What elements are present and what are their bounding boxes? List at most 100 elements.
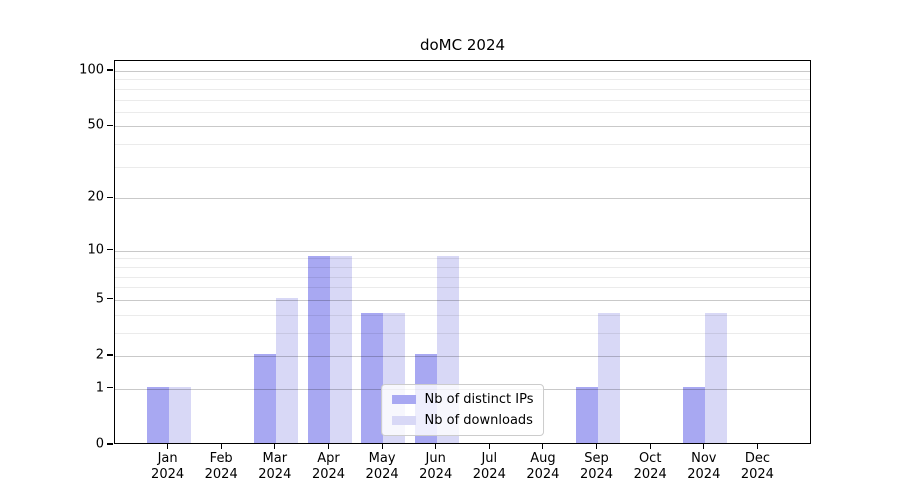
legend: Nb of distinct IPs Nb of downloads [380,384,545,436]
minor-gridline-60 [115,111,810,113]
legend-label-downloads: Nb of downloads [424,413,533,428]
bar-downloads-sep [597,312,620,443]
x-tick-month: Jun [425,451,446,466]
x-tick-year: 2024 [526,467,560,482]
x-tick-mark-aug [542,444,544,449]
legend-label-distinct-ips: Nb of distinct IPs [424,392,534,407]
x-tick-label-sep: Sep 2024 [565,451,629,483]
x-tick-mark-mar [274,444,276,449]
bar-downloads-mar [275,297,298,443]
x-tick-month: Aug [530,451,556,466]
legend-swatch-distinct-ips [391,395,416,404]
x-tick-label-dec: Dec 2024 [725,451,789,483]
minor-gridline-9 [115,258,810,260]
x-tick-label-may: May 2024 [350,451,414,483]
y-tick-label-2: 2 [95,347,104,363]
x-tick-month: Sep [584,451,609,466]
x-tick-month: Jul [481,451,498,466]
x-tick-label-feb: Feb 2024 [189,451,253,483]
y-tick-mark-0 [107,443,113,445]
major-gridline-20 [115,198,810,200]
bar-distinct-ips-mar [253,354,276,443]
y-tick-mark-10 [107,249,113,251]
x-tick-label-jun: Jun 2024 [404,451,468,483]
x-tick-year: 2024 [365,467,399,482]
y-tick-label-100: 100 [79,62,104,78]
y-tick-label-50: 50 [87,117,104,133]
x-tick-year: 2024 [151,467,185,482]
bar-distinct-ips-may [361,312,384,443]
x-tick-label-oct: Oct 2024 [618,451,682,483]
x-tick-month: Dec [744,451,770,466]
y-tick-label-10: 10 [87,242,104,258]
x-tick-mark-apr [327,444,330,449]
x-tick-year: 2024 [204,467,238,482]
minor-gridline-80 [115,88,810,90]
x-tick-mark-nov [703,444,705,449]
x-tick-month: Jan [157,451,178,466]
x-tick-year: 2024 [579,467,614,482]
x-tick-month: Feb [209,451,233,466]
bar-downloads-apr [329,256,352,443]
x-tick-label-jan: Jan 2024 [136,451,200,483]
x-tick-label-nov: Nov 2024 [672,451,736,483]
x-tick-mark-sep [595,444,598,449]
x-tick-month: Mar [262,451,288,466]
y-tick-mark-5 [107,298,113,300]
x-tick-year: 2024 [472,467,506,482]
minor-gridline-40 [115,144,810,146]
x-tick-mark-dec [756,444,758,449]
bar-distinct-ips-jan [146,386,169,443]
y-tick-mark-20 [107,196,113,198]
x-tick-month: Apr [317,451,340,466]
x-tick-month: Nov [691,451,717,466]
y-tick-mark-50 [107,124,113,126]
minor-gridline-90 [115,79,810,81]
major-gridline-50 [115,126,810,128]
minor-gridline-8 [115,266,810,268]
bar-downloads-nov [704,312,727,443]
bar-distinct-ips-sep [575,386,598,443]
y-tick-mark-2 [107,354,113,356]
bar-distinct-ips-nov [682,386,705,443]
legend-item-downloads: Nb of downloads [391,413,534,428]
minor-gridline-70 [115,99,810,101]
x-tick-mark-may [381,444,383,449]
x-tick-year: 2024 [419,467,453,482]
y-tick-label-1: 1 [95,380,104,396]
bar-distinct-ips-apr [307,256,330,443]
x-tick-year: 2024 [311,467,346,482]
x-tick-month: Oct [638,451,662,466]
plot-area: Nb of distinct IPs Nb of downloads [114,60,811,444]
legend-item-distinct-ips: Nb of distinct IPs [391,392,534,407]
legend-swatch-downloads [391,416,416,425]
major-gridline-5 [115,299,810,301]
x-tick-label-mar: Mar 2024 [243,451,307,483]
y-tick-label-0: 0 [95,436,104,452]
chart-title: doMC 2024 [419,36,506,54]
minor-gridline-6 [115,287,810,289]
y-tick-mark-1 [107,387,113,389]
y-tick-label-5: 5 [95,291,104,307]
bar-downloads-jan [168,386,191,443]
x-tick-mark-oct [649,444,651,449]
x-tick-month: May [368,451,396,466]
x-tick-year: 2024 [687,467,721,482]
x-tick-year: 2024 [740,467,774,482]
x-tick-label-apr: Apr 2024 [297,451,361,483]
y-tick-label-20: 20 [87,189,104,205]
x-tick-year: 2024 [633,467,667,482]
x-tick-year: 2024 [258,467,292,482]
x-tick-mark-jul [488,444,490,449]
x-tick-label-jul: Jul 2024 [457,451,521,483]
x-tick-mark-jan [167,444,169,449]
major-gridline-100 [115,71,810,72]
x-tick-label-aug: Aug 2024 [511,451,575,483]
x-tick-mark-jun [435,444,437,449]
x-tick-mark-feb [220,444,222,449]
major-gridline-10 [115,250,810,252]
y-tick-mark-100 [107,69,113,71]
minor-gridline-7 [115,276,810,278]
minor-gridline-30 [115,166,810,168]
